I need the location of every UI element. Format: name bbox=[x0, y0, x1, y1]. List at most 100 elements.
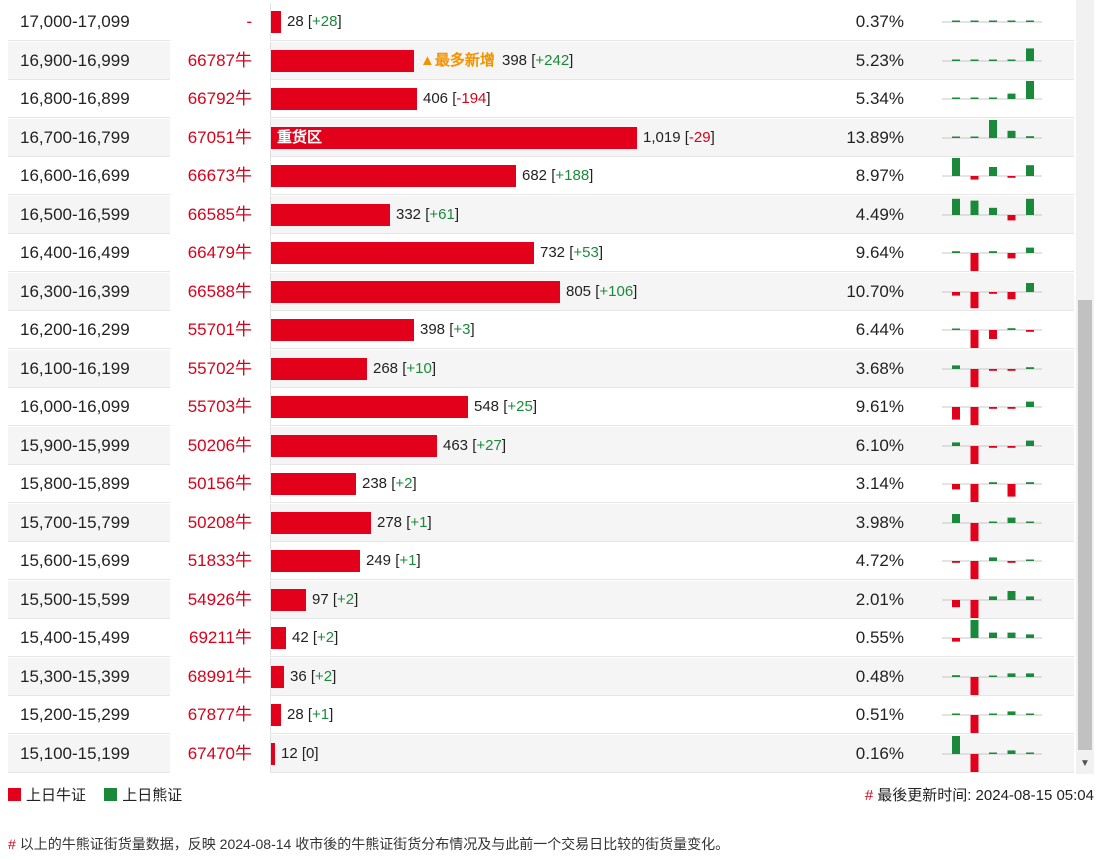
column-divider bbox=[270, 234, 271, 272]
cbbc-code-link[interactable]: 55701牛 bbox=[187, 320, 252, 339]
column-divider bbox=[270, 272, 271, 311]
cbbc-code-link[interactable]: 55702牛 bbox=[187, 358, 252, 378]
sparkline-bar bbox=[970, 200, 979, 215]
cbbc-code-link[interactable]: 69211牛 bbox=[188, 628, 252, 647]
cbbc-code-link[interactable]: 66585牛 bbox=[187, 204, 252, 224]
table-row[interactable]: 15,400-15,499 69211牛 42 [+2] 0.55% bbox=[8, 619, 1074, 657]
sparkline-bar bbox=[1007, 561, 1016, 563]
cbbc-code-link[interactable]: 68991牛 bbox=[187, 666, 252, 686]
table-row[interactable]: 15,200-15,299 67877牛 28 [+1] 0.51% bbox=[8, 696, 1074, 734]
sparkline-bar bbox=[952, 484, 960, 490]
trend-sparkline bbox=[942, 81, 1042, 100]
table-row[interactable]: 15,900-15,999 50206牛 463 [+27] 6.10% bbox=[8, 426, 1074, 465]
cbbc-code-link[interactable]: 67877牛 bbox=[187, 705, 252, 724]
footnote: # 以上的牛熊证街货量数据，反映 2024-08-14 收市後的牛熊证街货分布情况… bbox=[8, 834, 729, 854]
outstanding-volume: 28 [+1] bbox=[287, 706, 334, 723]
cbbc-code-link[interactable]: 66588牛 bbox=[187, 281, 252, 301]
scroll-thumb[interactable] bbox=[1078, 300, 1092, 750]
cbbc-code-link[interactable]: 50208牛 bbox=[187, 512, 252, 532]
volume-bar bbox=[271, 742, 275, 765]
percentage: 3.14% bbox=[855, 474, 904, 493]
outstanding-volume: 732 [+53] bbox=[540, 244, 603, 261]
volume-bar bbox=[271, 242, 534, 264]
cbbc-code-link[interactable]: 54926牛 bbox=[187, 589, 252, 609]
table-row[interactable]: 16,500-16,599 66585牛 332 [+61] 4.49% bbox=[8, 195, 1074, 234]
bull-suffix: 牛 bbox=[235, 89, 252, 108]
strike-range: 15,600-15,699 bbox=[20, 551, 130, 570]
volume-change: +1 bbox=[399, 552, 417, 569]
bull-suffix: 牛 bbox=[235, 743, 252, 763]
percentage: 5.34% bbox=[855, 89, 904, 108]
legend-bear-label: 上日熊证 bbox=[122, 787, 183, 804]
table-row[interactable]: 16,300-16,399 66588牛 805 [+106] 10.70% bbox=[8, 272, 1074, 311]
sparkline-bar bbox=[970, 330, 979, 348]
table-row[interactable]: 16,400-16,499 66479牛 732 [+53] 9.64% bbox=[8, 234, 1074, 272]
volume-bar bbox=[271, 665, 284, 688]
volume-change: +25 bbox=[507, 398, 533, 415]
outstanding-volume: 12 [0] bbox=[281, 744, 319, 762]
sparkline-bar bbox=[1007, 328, 1016, 330]
legend: 上日牛证 上日熊证 bbox=[8, 784, 196, 806]
sparkline-bar bbox=[952, 599, 960, 607]
table-row[interactable]: 15,300-15,399 68991牛 36 [+2] 0.48% bbox=[8, 657, 1074, 696]
sparkline-bar bbox=[952, 291, 960, 296]
table-row[interactable]: 15,600-15,699 51833牛 249 [+1] 4.72% bbox=[8, 542, 1074, 580]
sparkline-bar bbox=[970, 599, 979, 618]
volume-number: 332 bbox=[396, 205, 422, 223]
sparkline-bar bbox=[970, 753, 979, 772]
sparkline-bar bbox=[989, 59, 997, 61]
table-row[interactable]: 16,700-16,799 67051牛 重货区 1,019 [-29] 13.89% bbox=[8, 118, 1074, 157]
outstanding-volume: 238 [+2] bbox=[362, 475, 417, 492]
cbbc-code-link[interactable]: 66787牛 bbox=[187, 50, 252, 70]
percentage: 3.98% bbox=[855, 512, 904, 532]
table-row[interactable]: 16,800-16,899 66792牛 406 [-194] 5.34% bbox=[8, 80, 1074, 118]
cbbc-code-link[interactable]: 66479牛 bbox=[187, 243, 252, 262]
sparkline-bar bbox=[989, 97, 997, 99]
table-row[interactable]: 16,600-16,699 66673牛 682 [+188] 8.97% bbox=[8, 157, 1074, 195]
sparkline-bar bbox=[952, 513, 960, 523]
percentage: 2.01% bbox=[855, 589, 904, 609]
cbbc-code-link[interactable]: 50156牛 bbox=[187, 474, 252, 493]
cbbc-code-link[interactable]: 66673牛 bbox=[187, 166, 252, 185]
trend-sparkline bbox=[942, 364, 1042, 387]
code-cell: 66673牛 bbox=[170, 157, 270, 195]
table-row[interactable]: 15,100-15,199 67470牛 12 [0] 0.16% bbox=[8, 734, 1074, 773]
table-row[interactable]: 16,100-16,199 55702牛 268 [+10] 3.68% bbox=[8, 349, 1074, 388]
vertical-scrollbar[interactable]: ▼ bbox=[1076, 0, 1094, 774]
percentage: 0.48% bbox=[855, 666, 904, 686]
table-row[interactable]: 16,900-16,999 66787牛 ▲最多新增 398 [+242] 5.23% bbox=[8, 41, 1074, 80]
volume-change: +2 bbox=[395, 475, 413, 492]
table-row[interactable]: 16,000-16,099 55703牛 548 [+25] 9.61% bbox=[8, 388, 1074, 426]
bull-suffix: 牛 bbox=[235, 50, 252, 70]
volume-change: +61 bbox=[429, 205, 455, 223]
code-cell: 66588牛 bbox=[170, 272, 270, 311]
sparkline-bar bbox=[989, 752, 997, 754]
sparkline-bar bbox=[989, 521, 997, 523]
cbbc-code-link[interactable]: 67470牛 bbox=[187, 743, 252, 763]
cbbc-code-link[interactable]: 67051牛 bbox=[187, 127, 252, 147]
column-divider bbox=[270, 118, 271, 157]
table-row[interactable]: 16,200-16,299 55701牛 398 [+3] 6.44% bbox=[8, 311, 1074, 349]
sparkline-bar bbox=[952, 251, 960, 253]
table-row[interactable]: 15,500-15,599 54926牛 97 [+2] 2.01% bbox=[8, 580, 1074, 619]
outstanding-volume: 805 [+106] bbox=[566, 282, 638, 300]
volume-number: 463 bbox=[443, 436, 469, 454]
table-row[interactable]: 17,000-17,099 - 28 [+28] 0.37% bbox=[8, 3, 1074, 41]
sparkline-bar bbox=[1026, 595, 1034, 600]
volume-change: +28 bbox=[312, 13, 338, 30]
trend-sparkline bbox=[942, 482, 1042, 502]
outstanding-volume: 97 [+2] bbox=[312, 590, 359, 608]
table-row[interactable]: 15,800-15,899 50156牛 238 [+2] 3.14% bbox=[8, 465, 1074, 503]
trend-sparkline bbox=[942, 557, 1042, 579]
cbbc-code-link[interactable]: 55703牛 bbox=[187, 397, 252, 416]
cbbc-code-link[interactable]: 50206牛 bbox=[187, 435, 252, 455]
cbbc-code-link[interactable]: 51833牛 bbox=[187, 551, 252, 570]
table-row[interactable]: 15,700-15,799 50208牛 278 [+1] 3.98% bbox=[8, 503, 1074, 542]
sparkline-bar bbox=[970, 368, 979, 387]
sparkline-bar bbox=[1007, 20, 1016, 22]
cbbc-code-link[interactable]: 66792牛 bbox=[187, 89, 252, 108]
column-divider bbox=[270, 580, 271, 619]
cbbc-code-link: - bbox=[246, 12, 252, 31]
scroll-down-arrow-icon[interactable]: ▼ bbox=[1080, 758, 1090, 769]
sparkline-bar bbox=[970, 620, 979, 638]
